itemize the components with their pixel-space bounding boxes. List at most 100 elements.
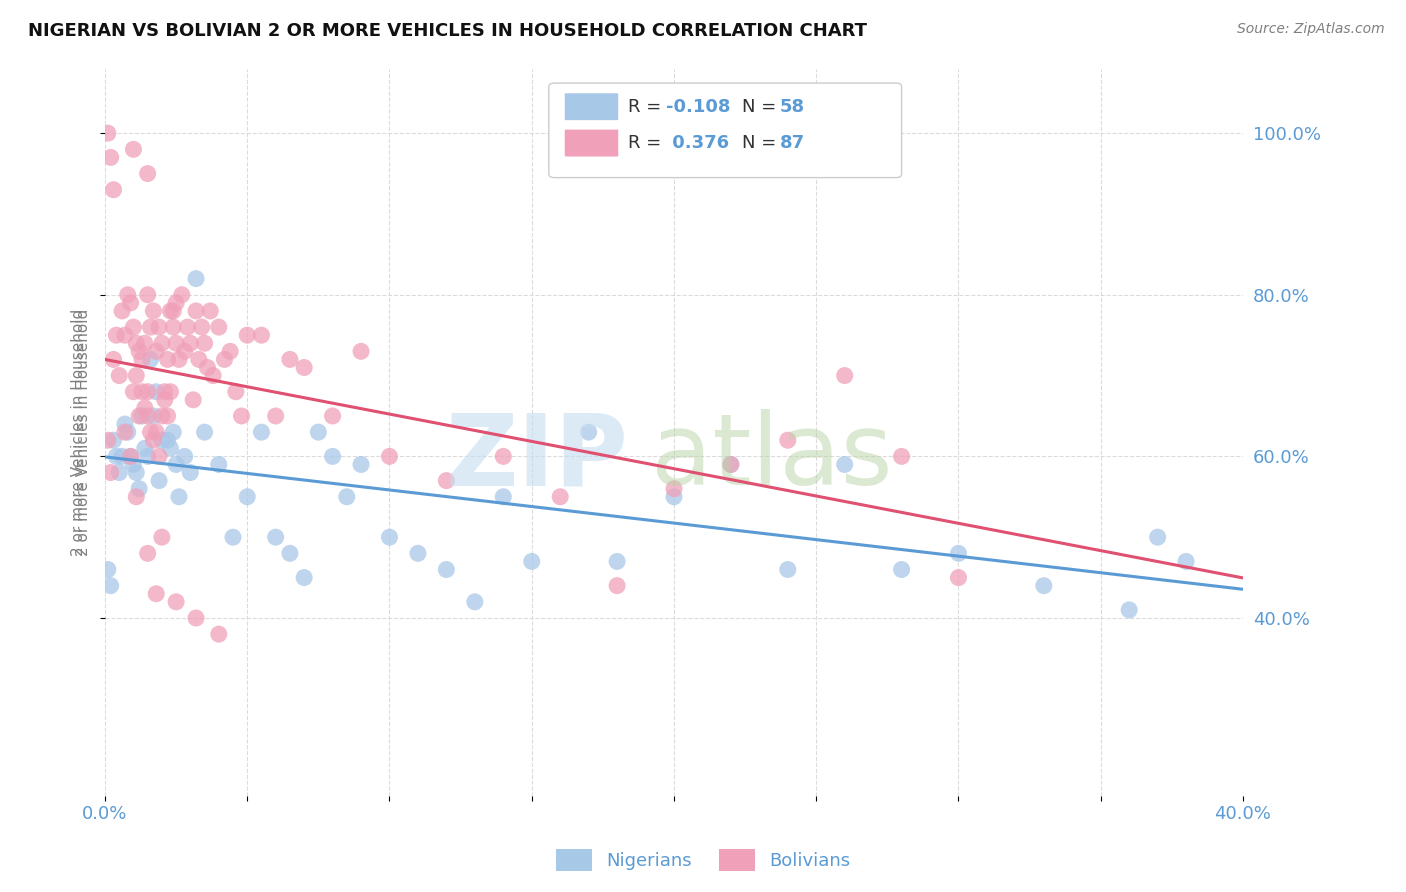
Point [208,320,231,334]
Point [131,409,153,423]
Point [150,409,173,423]
Point [136,546,159,560]
Point [108,368,131,383]
Point [153,392,176,407]
Point [1032,579,1054,593]
Point [136,167,159,181]
Point [159,384,181,399]
Point [292,571,315,585]
Point [145,425,167,439]
Point [159,304,181,318]
Point [184,611,207,625]
Point [606,554,628,568]
Point [165,336,187,351]
Point [1146,530,1168,544]
Point [170,287,193,301]
Point [219,344,242,359]
Point [128,344,150,359]
Legend: Nigerians, Bolivians: Nigerians, Bolivians [548,842,858,879]
Point [103,434,125,448]
Point [190,320,212,334]
Point [250,328,273,343]
Point [548,490,571,504]
Text: Source: ZipAtlas.com: Source: ZipAtlas.com [1237,22,1385,37]
Point [139,320,162,334]
Point [231,409,253,423]
Point [128,409,150,423]
Point [606,579,628,593]
Point [350,458,373,472]
Point [105,450,128,464]
Point [136,450,159,464]
Point [720,458,742,472]
Point [250,425,273,439]
Point [150,336,173,351]
Point [378,450,401,464]
Point [114,417,136,431]
Point [142,409,165,423]
Point [156,434,179,448]
Point [434,474,457,488]
Point [200,304,222,318]
Point [97,126,120,140]
Point [108,466,131,480]
Point [150,434,173,448]
Point [125,490,148,504]
Point [131,384,153,399]
Point [103,183,125,197]
Text: NIGERIAN VS BOLIVIAN 2 OR MORE VEHICLES IN HOUSEHOLD CORRELATION CHART: NIGERIAN VS BOLIVIAN 2 OR MORE VEHICLES … [28,22,868,40]
Point [720,458,742,472]
Point [434,562,457,576]
Point [148,450,170,464]
Text: 58: 58 [780,98,806,116]
Point [193,336,215,351]
Point [131,352,153,367]
Point [128,482,150,496]
Point [162,304,184,318]
Point [350,344,373,359]
Point [120,296,142,310]
Point [236,490,259,504]
Text: N =: N = [742,98,782,116]
Point [307,425,329,439]
Point [378,530,401,544]
Point [136,287,159,301]
Point [1175,554,1198,568]
Point [167,352,190,367]
Point [173,450,195,464]
Point [156,352,179,367]
Point [136,409,159,423]
Point [181,392,204,407]
FancyBboxPatch shape [565,94,619,120]
Text: atlas: atlas [651,409,893,506]
Point [145,344,167,359]
Point [139,352,162,367]
Point [834,368,856,383]
Point [278,546,301,560]
Point [193,425,215,439]
Point [159,442,181,456]
Point [520,554,543,568]
Point [162,320,184,334]
FancyBboxPatch shape [565,129,619,156]
Point [236,328,259,343]
Point [103,352,125,367]
Text: R =: R = [628,135,668,153]
Point [156,409,179,423]
Point [145,384,167,399]
Point [117,287,139,301]
Point [111,304,134,318]
Point [100,466,122,480]
Point [187,352,209,367]
Point [197,360,219,375]
Point [125,336,148,351]
Point [208,627,231,641]
Point [179,336,201,351]
Point [134,442,156,456]
Point [153,384,176,399]
Point [142,434,165,448]
Point [406,546,429,560]
Text: 0.376: 0.376 [666,135,730,153]
Point [662,490,685,504]
Point [292,360,315,375]
